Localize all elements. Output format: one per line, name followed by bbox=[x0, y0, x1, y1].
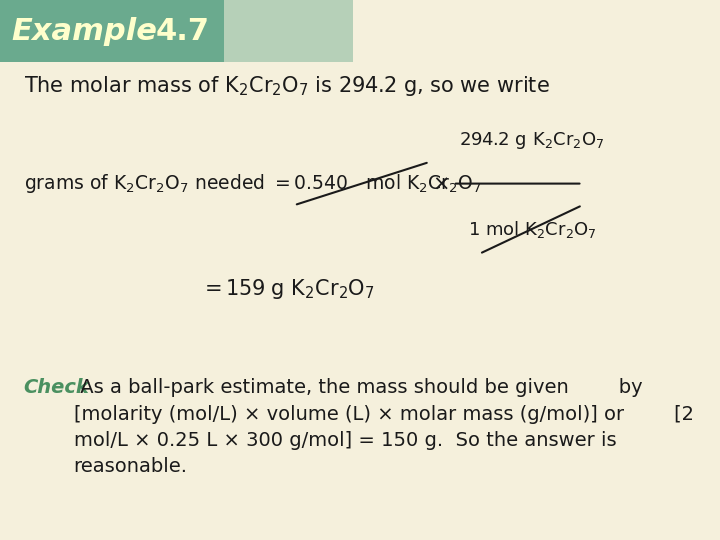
Text: grams of K$_2$Cr$_2$O$_7$ needed $= 0.540\ \ $ mol K$_2$Cr$_2$O$_7$: grams of K$_2$Cr$_2$O$_7$ needed $= 0.54… bbox=[24, 172, 481, 195]
Text: $\times$: $\times$ bbox=[433, 173, 449, 194]
Text: 294.2 g K$_2$Cr$_2$O$_7$: 294.2 g K$_2$Cr$_2$O$_7$ bbox=[459, 130, 604, 151]
FancyBboxPatch shape bbox=[223, 0, 353, 62]
Text: The molar mass of K$_2$Cr$_2$O$_7$ is 294.2 g, so we write: The molar mass of K$_2$Cr$_2$O$_7$ is 29… bbox=[24, 75, 549, 98]
Text: As a ball-park estimate, the mass should be given        by
[molarity (mol/L) × : As a ball-park estimate, the mass should… bbox=[73, 378, 693, 476]
FancyBboxPatch shape bbox=[0, 0, 223, 62]
Text: 4.7: 4.7 bbox=[156, 17, 210, 45]
Text: 1 mol K$_2$Cr$_2$O$_7$: 1 mol K$_2$Cr$_2$O$_7$ bbox=[468, 219, 596, 240]
Text: Check: Check bbox=[24, 378, 89, 397]
Text: $= 159$ g K$_2$Cr$_2$O$_7$: $= 159$ g K$_2$Cr$_2$O$_7$ bbox=[200, 277, 374, 301]
Text: Example: Example bbox=[12, 17, 158, 45]
